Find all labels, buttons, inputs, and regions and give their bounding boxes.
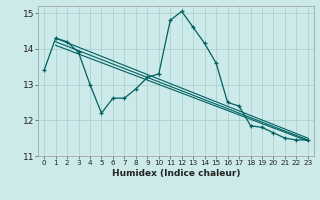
X-axis label: Humidex (Indice chaleur): Humidex (Indice chaleur)	[112, 169, 240, 178]
